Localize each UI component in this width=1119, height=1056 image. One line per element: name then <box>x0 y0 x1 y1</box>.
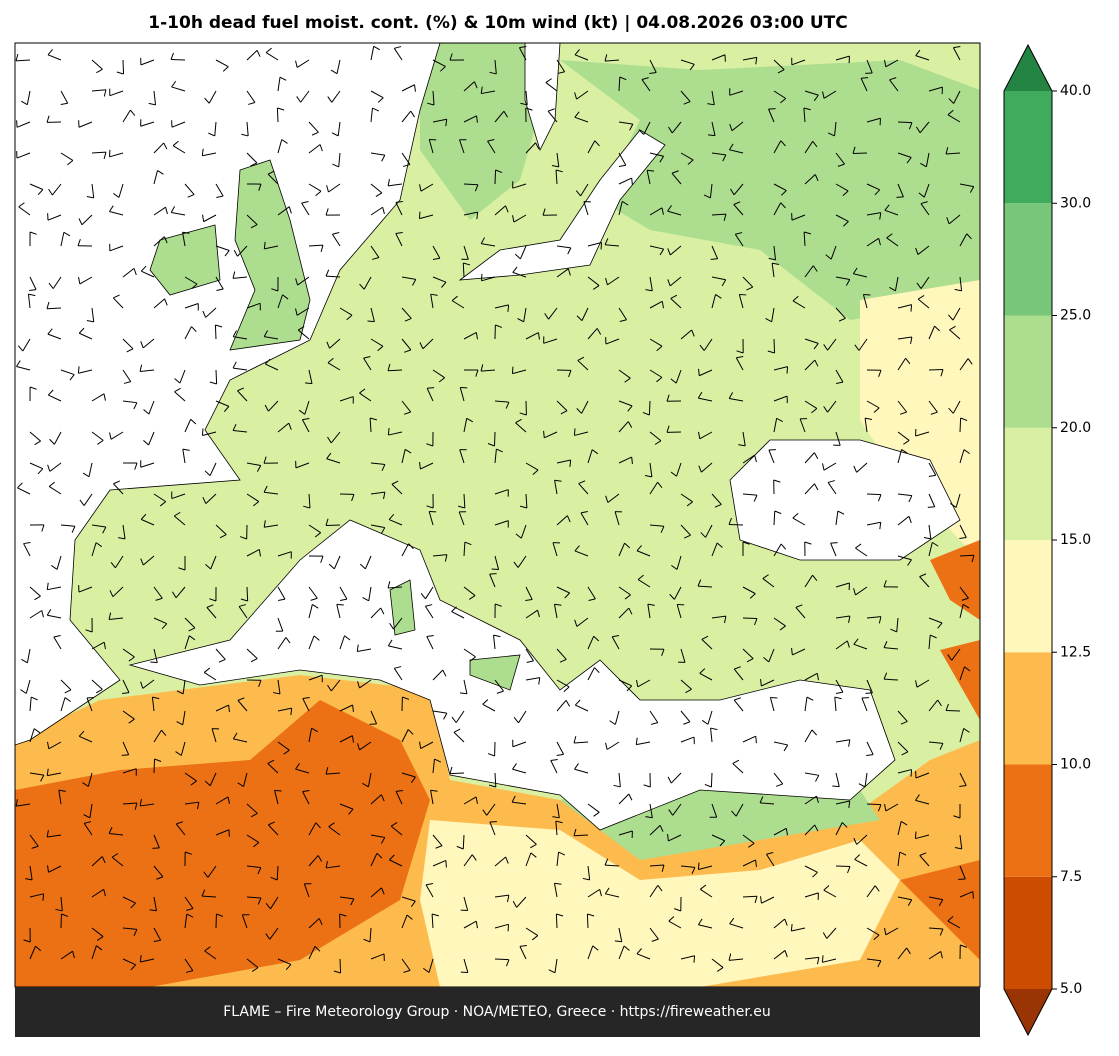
wind-barb <box>275 790 282 791</box>
wind-barb <box>450 773 464 774</box>
colorbar-extend-top <box>1004 45 1052 91</box>
wind-barb <box>171 59 185 60</box>
colorbar-bin <box>1004 765 1052 877</box>
wind-barb <box>277 108 278 122</box>
wind-barb <box>865 693 872 694</box>
wind-barb <box>340 959 341 973</box>
colorbar-tick-label: 10.0 <box>1060 757 1091 773</box>
wind-barb <box>601 242 602 249</box>
wind-barb <box>649 401 650 415</box>
colorbar-extend-bottom <box>1004 989 1052 1035</box>
map-title: 1-10h dead fuel moist. cont. (%) & 10m w… <box>148 13 847 33</box>
wind-barb <box>787 367 788 374</box>
wind-barb <box>756 736 757 743</box>
colorbar-tick-label: 25.0 <box>1060 308 1091 324</box>
wind-barb <box>853 153 867 154</box>
wind-barb <box>370 724 377 725</box>
colorbar-tick-label: 20.0 <box>1060 420 1091 436</box>
wind-barb <box>446 860 447 867</box>
wind-barb <box>247 587 248 601</box>
colorbar-tick-label: 7.5 <box>1060 869 1082 885</box>
wind-barb <box>556 914 557 928</box>
wind-barb <box>587 914 588 928</box>
colorbar-bin <box>1004 316 1052 428</box>
colorbar-tick-label: 15.0 <box>1060 532 1091 548</box>
colorbar-bin <box>1004 91 1052 203</box>
wind-barb <box>698 863 699 870</box>
wind-barb <box>960 418 961 432</box>
colorbar-tick-label: 40.0 <box>1060 83 1091 99</box>
wind-barb <box>867 494 881 495</box>
wind-barb <box>495 170 496 184</box>
wind-barb <box>150 662 157 663</box>
wind-barb <box>215 325 216 339</box>
colorbar-bin <box>1004 540 1052 652</box>
wind-barb <box>122 755 129 756</box>
wind-barb <box>915 832 916 839</box>
colorbar-bin <box>1004 203 1052 315</box>
wind-barb <box>544 431 545 438</box>
wind-barb <box>911 305 912 312</box>
colorbar-bin <box>1004 652 1052 764</box>
wind-barb <box>711 773 712 787</box>
wind-barb <box>337 604 344 605</box>
colorbar-tick-label: 5.0 <box>1060 981 1082 997</box>
map <box>15 43 980 987</box>
wind-barb <box>694 956 695 963</box>
wind-barb <box>769 109 776 110</box>
wind-barb <box>367 321 374 322</box>
wind-barb <box>47 308 61 309</box>
wind-barb <box>822 955 823 962</box>
colorbar-tick-label: 12.5 <box>1060 644 1091 660</box>
wind-barb <box>774 339 775 353</box>
footer-text: FLAME – Fire Meteorology Group · NOA/MET… <box>223 1004 771 1020</box>
colorbar: 5.0 7.5 10.0 12.5 15.0 20.0 25.0 30.0 40.0 <box>1004 45 1091 1035</box>
colorbar-bin <box>1004 877 1052 989</box>
wind-barb <box>898 122 912 123</box>
wind-barb <box>154 759 155 773</box>
wind-barb <box>78 366 79 373</box>
wind-barb <box>43 894 44 901</box>
wind-barb <box>574 428 575 435</box>
wind-barb <box>216 370 217 384</box>
wind-barb <box>574 835 588 836</box>
wind-barb <box>427 388 434 389</box>
wind-barb <box>867 804 881 805</box>
wind-barb <box>699 369 700 376</box>
wind-barb <box>711 259 718 260</box>
wind-barb <box>832 786 839 787</box>
colorbar-bin <box>1004 428 1052 540</box>
wind-barb <box>911 770 912 777</box>
colorbar-tick-label: 30.0 <box>1060 195 1091 211</box>
wind-barb <box>123 60 124 74</box>
wind-barb <box>495 959 509 960</box>
wind-barb <box>928 507 935 508</box>
wind-barb <box>202 428 203 435</box>
